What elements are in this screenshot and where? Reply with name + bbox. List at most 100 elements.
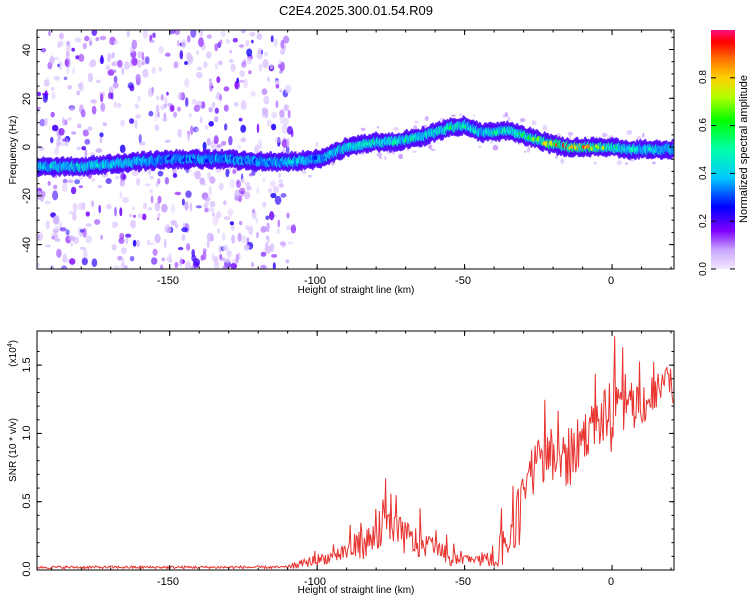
spectrogram-x-axis-label: Height of straight line (km) bbox=[298, 285, 415, 296]
noise-speck bbox=[164, 139, 171, 143]
noise-speck bbox=[280, 39, 285, 49]
noise-speck bbox=[69, 106, 76, 112]
noise-speck bbox=[112, 82, 119, 89]
noise-speck bbox=[54, 147, 59, 155]
noise-speck bbox=[158, 66, 162, 72]
noise-speck bbox=[223, 86, 230, 92]
noise-speck bbox=[248, 70, 252, 75]
noise-speck bbox=[275, 83, 280, 89]
noise-speck bbox=[125, 237, 129, 245]
snr-x-axis-label: Height of straight line (km) bbox=[298, 585, 415, 596]
noise-speck bbox=[141, 51, 145, 61]
noise-speck bbox=[42, 93, 48, 103]
noise-speck bbox=[250, 90, 256, 97]
noise-speck bbox=[99, 56, 105, 65]
noise-speck bbox=[187, 131, 191, 142]
noise-speck bbox=[53, 75, 60, 81]
noise-speck bbox=[51, 236, 55, 240]
noise-speck bbox=[37, 142, 40, 147]
noise-speck bbox=[360, 127, 366, 131]
noise-speck bbox=[100, 93, 104, 103]
noise-speck bbox=[243, 78, 248, 89]
noise-speck bbox=[384, 155, 387, 161]
noise-speck bbox=[230, 263, 238, 269]
noise-speck bbox=[231, 234, 236, 244]
noise-speck bbox=[212, 212, 215, 217]
noise-speck bbox=[173, 111, 178, 118]
noise-speck bbox=[240, 30, 246, 34]
noise-speck bbox=[206, 239, 210, 249]
noise-speck bbox=[161, 257, 165, 262]
noise-speck bbox=[91, 178, 96, 182]
noise-speck bbox=[263, 95, 270, 105]
noise-speck bbox=[159, 264, 164, 269]
noise-speck bbox=[286, 225, 291, 231]
noise-speck bbox=[154, 112, 157, 122]
snr-series-line bbox=[37, 336, 674, 570]
noise-speck bbox=[157, 212, 161, 219]
noise-speck bbox=[208, 78, 212, 83]
snr-x-tick-label: -150 bbox=[157, 576, 179, 588]
noise-speck bbox=[265, 241, 269, 249]
noise-speck bbox=[227, 208, 234, 217]
noise-speck bbox=[273, 38, 278, 47]
noise-speck bbox=[212, 215, 219, 226]
noise-speck bbox=[377, 126, 379, 129]
noise-speck bbox=[41, 191, 46, 198]
noise-speck bbox=[287, 109, 291, 119]
noise-speck bbox=[241, 235, 247, 244]
noise-speck bbox=[111, 69, 117, 74]
noise-speck bbox=[69, 258, 76, 265]
noise-speck bbox=[125, 233, 132, 238]
noise-speck bbox=[89, 40, 93, 46]
noise-speck bbox=[214, 107, 219, 114]
noise-speck bbox=[39, 118, 46, 127]
noise-speck bbox=[195, 205, 202, 209]
noise-speck bbox=[37, 233, 41, 241]
noise-speck bbox=[277, 219, 281, 228]
noise-speck bbox=[269, 211, 275, 221]
noise-speck bbox=[63, 76, 68, 81]
noise-speck bbox=[84, 138, 91, 145]
noise-speck bbox=[424, 116, 429, 122]
noise-speck bbox=[154, 201, 161, 212]
noise-speck bbox=[192, 171, 196, 176]
noise-speck bbox=[67, 85, 73, 90]
noise-speck bbox=[276, 228, 281, 235]
noise-speck bbox=[52, 215, 60, 225]
noise-speck bbox=[99, 35, 107, 41]
noise-speck bbox=[122, 196, 129, 204]
colorbar-tick-label: 0.6 bbox=[698, 118, 709, 132]
noise-speck bbox=[278, 172, 282, 179]
noise-speck bbox=[519, 118, 526, 123]
snr-y-tick-label: 0.0 bbox=[21, 561, 33, 576]
noise-speck bbox=[53, 184, 58, 190]
noise-speck bbox=[211, 253, 215, 261]
noise-speck bbox=[89, 152, 96, 156]
noise-speck bbox=[245, 181, 250, 187]
noise-speck bbox=[190, 30, 197, 38]
noise-speck bbox=[234, 80, 241, 90]
snr-plot-area bbox=[37, 331, 674, 570]
noise-speck bbox=[111, 221, 118, 229]
noise-speck bbox=[62, 253, 67, 263]
noise-speck bbox=[286, 125, 293, 135]
noise-speck bbox=[85, 235, 93, 244]
noise-speck bbox=[119, 178, 125, 187]
noise-speck bbox=[270, 180, 276, 188]
noise-speck bbox=[195, 128, 199, 133]
noise-speck bbox=[82, 129, 89, 137]
noise-speck bbox=[72, 211, 77, 221]
spectrogram-x-tick-label: -150 bbox=[157, 275, 179, 287]
noise-speck bbox=[170, 105, 175, 112]
noise-speck bbox=[217, 228, 221, 234]
noise-speck bbox=[262, 178, 266, 182]
noise-speck bbox=[54, 238, 61, 242]
noise-speck bbox=[149, 189, 154, 194]
noise-speck bbox=[108, 92, 113, 100]
noise-speck bbox=[119, 191, 123, 199]
noise-speck bbox=[76, 90, 81, 96]
noise-speck bbox=[256, 186, 259, 195]
noise-speck bbox=[285, 259, 290, 264]
noise-speck bbox=[238, 187, 246, 195]
